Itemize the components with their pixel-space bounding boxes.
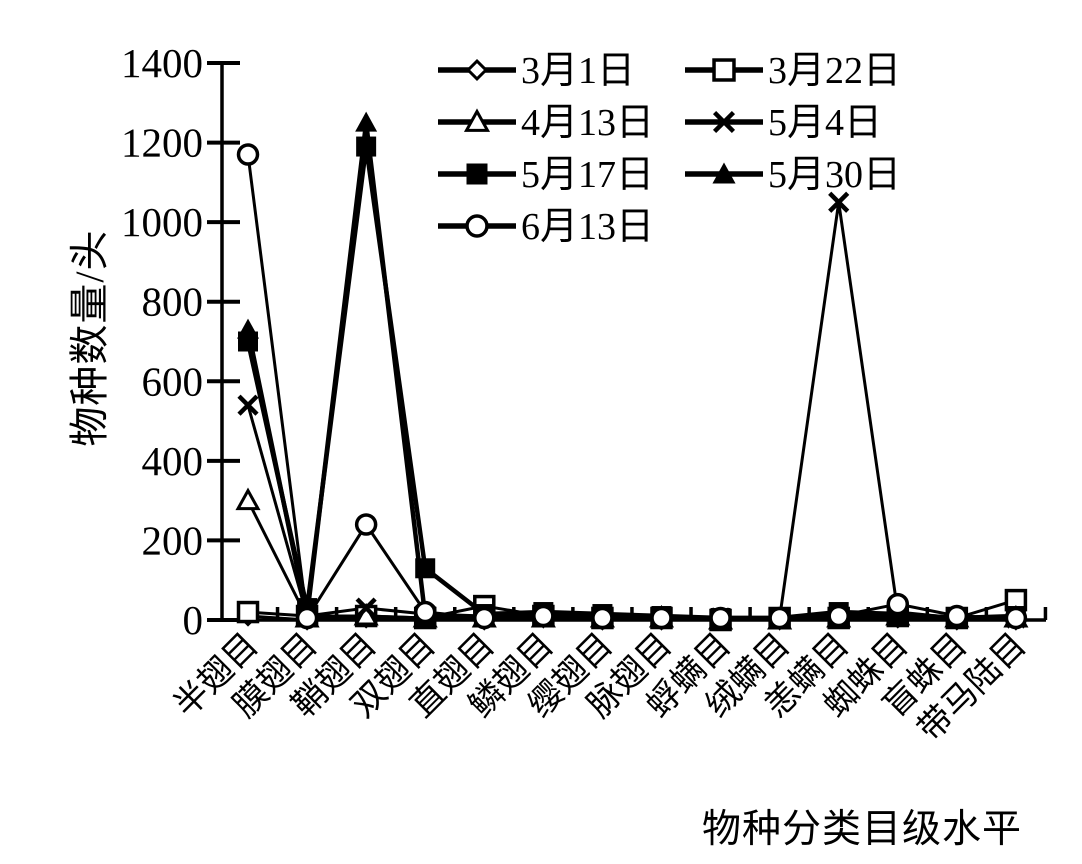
- x-axis-title: 物种分类目级水平: [702, 808, 1023, 851]
- marker-x-cross: [237, 394, 259, 416]
- legend-item-5月30日: 5月30日: [685, 154, 901, 196]
- svg-text:5月4日: 5月4日: [768, 102, 882, 144]
- legend-item-4月13日: 4月13日: [438, 102, 654, 144]
- marker-triangle-filled: [355, 111, 378, 132]
- marker-triangle-open: [235, 487, 261, 511]
- marker-circle-open: [465, 214, 489, 238]
- y-axis-tick-labels: 0 200 400 600 800 1000 1200 1400: [121, 40, 203, 643]
- x-axis-category-labels: 半翅目膜翅目鞘翅目双翅目直翅目鳞翅目缨翅目脉翅目蜉螨目绒螨目恙螨目蜘蛛目盲蛛目带…: [167, 626, 1034, 749]
- svg-text:5月17日: 5月17日: [521, 154, 654, 196]
- marker-circle-open: [591, 606, 614, 630]
- marker-circle-open: [413, 600, 437, 624]
- svg-text:5月30日: 5月30日: [768, 154, 901, 196]
- marker-square-filled: [356, 136, 377, 157]
- series-markers: [235, 111, 1029, 632]
- marker-circle-open: [709, 606, 732, 630]
- svg-text:3月1日: 3月1日: [521, 50, 635, 92]
- legend-item-3月1日: 3月1日: [438, 50, 635, 92]
- series-line-5月30日: [245, 122, 1016, 621]
- marker-circle-open: [827, 604, 850, 628]
- marker-circle-open: [295, 606, 319, 630]
- marker-square-open: [712, 58, 736, 82]
- marker-square-filled: [415, 558, 436, 579]
- marker-circle-open: [354, 513, 378, 536]
- marker-circle-open: [1004, 606, 1028, 630]
- y-axis-title: 物种数量/头: [67, 229, 112, 447]
- svg-text:200: 200: [142, 517, 204, 563]
- series-markers-6月13日: [236, 143, 1028, 630]
- marker-triangle-filled: [886, 607, 909, 628]
- marker-circle-open: [650, 606, 673, 630]
- marker-triangle-filled: [237, 318, 259, 339]
- marker-square-filled: [466, 163, 488, 185]
- legend-item-3月22日: 3月22日: [685, 50, 901, 92]
- series-markers-5月4日: [237, 191, 1027, 629]
- legend: 3月1日 4月13日 5月17日 6月13日 3月22日 5月4日 5月30日: [438, 50, 901, 248]
- marker-circle-open: [886, 592, 910, 616]
- marker-x-cross: [712, 110, 736, 134]
- marker-x-cross: [828, 191, 850, 213]
- marker-square-open: [236, 600, 260, 624]
- series-lines: [245, 122, 1017, 623]
- svg-text:800: 800: [142, 279, 204, 325]
- series-line-5月4日: [246, 202, 1016, 620]
- marker-circle-open: [473, 606, 496, 630]
- marker-triangle-open: [463, 108, 491, 132]
- y-axis-ticks: [207, 61, 240, 622]
- svg-text:6月13日: 6月13日: [521, 206, 654, 248]
- svg-text:1200: 1200: [121, 120, 203, 166]
- marker-circle-open: [945, 604, 969, 628]
- svg-text:0: 0: [183, 597, 204, 643]
- legend-item-5月17日: 5月17日: [438, 154, 654, 196]
- svg-text:600: 600: [142, 358, 204, 404]
- svg-text:400: 400: [142, 438, 204, 484]
- svg-text:3月22日: 3月22日: [768, 50, 901, 92]
- marker-diamond-open: [465, 58, 489, 82]
- marker-circle-open: [236, 143, 260, 166]
- marker-x-cross: [355, 597, 377, 619]
- marker-circle-open: [532, 604, 555, 628]
- axes: [220, 63, 1046, 622]
- svg-text:1400: 1400: [121, 40, 203, 86]
- legend-item-5月4日: 5月4日: [685, 102, 882, 144]
- legend-item-6月13日: 6月13日: [438, 206, 654, 248]
- marker-triangle-filled: [712, 162, 736, 184]
- svg-text:4月13日: 4月13日: [521, 102, 654, 144]
- svg-text:1000: 1000: [121, 199, 203, 245]
- marker-circle-open: [768, 606, 791, 630]
